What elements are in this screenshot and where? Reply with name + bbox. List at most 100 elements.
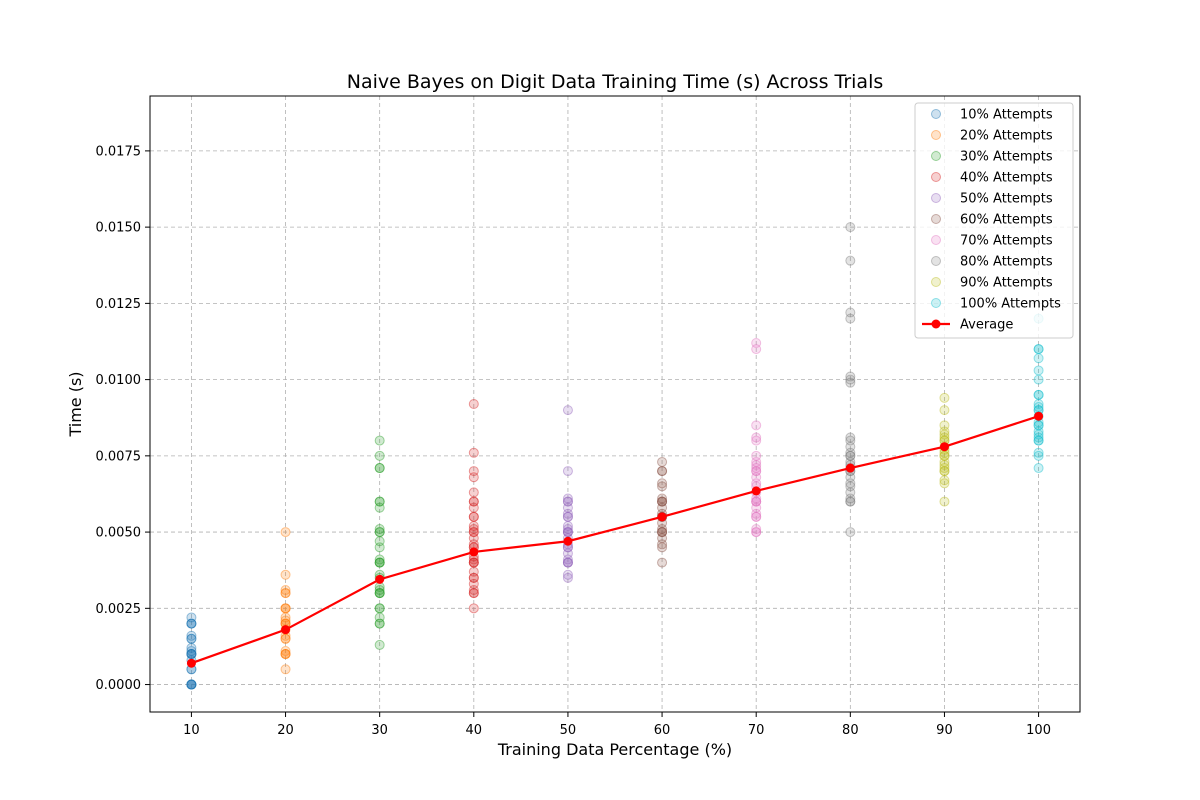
scatter-point [845, 487, 856, 498]
legend-marker [931, 319, 941, 329]
scatter-point [468, 588, 479, 599]
scatter-point [374, 618, 385, 629]
scatter-point [939, 426, 950, 437]
scatter-point [939, 475, 950, 486]
x-tick-label: 40 [466, 723, 483, 738]
scatter-point [374, 557, 385, 568]
scatter-point [468, 557, 479, 568]
scatter-point [562, 508, 573, 519]
legend: 10% Attempts 20% Attempts 30% Attempts 40% … [914, 102, 1074, 339]
scatter-point [657, 527, 668, 538]
scatter-point [845, 432, 856, 443]
scatter-point [939, 429, 950, 440]
scatter-point [186, 679, 197, 690]
legend-marker [931, 172, 941, 182]
scatter-point [374, 639, 385, 650]
scatter-point [1033, 435, 1044, 446]
scatter-point [751, 527, 762, 538]
scatter-point [468, 520, 479, 531]
scatter-point [1033, 399, 1044, 409]
scatter-point [468, 588, 479, 599]
scatter-point [1033, 374, 1044, 385]
average-point [281, 625, 291, 635]
scatter-point [939, 466, 950, 477]
legend-label: 50% Attempts [960, 192, 1053, 207]
x-tick-label: 30 [371, 723, 388, 738]
scatter-point [657, 527, 668, 538]
scatter-point [374, 585, 385, 596]
scatter-point [280, 649, 291, 660]
scatter-point [751, 435, 762, 446]
scatter-point [1033, 426, 1044, 437]
scatter-point [1033, 463, 1044, 474]
legend-marker [931, 193, 941, 203]
scatter-point [186, 679, 197, 690]
scatter-point [939, 450, 950, 461]
legend-label: 70% Attempts [960, 234, 1053, 249]
scatter-point [374, 603, 385, 614]
x-tick-label: 100 [1026, 723, 1051, 738]
scatter-point [845, 481, 856, 492]
legend-marker [931, 130, 941, 140]
scatter-point [845, 496, 856, 507]
scatter-point [468, 399, 479, 409]
plot-frame [149, 95, 1081, 713]
legend-label: 60% Attempts [960, 213, 1053, 228]
scatter-point [280, 633, 291, 644]
scatter-point [186, 618, 197, 629]
scatter-point [751, 508, 762, 519]
scatter-point [657, 496, 668, 507]
scatter-point [468, 472, 479, 483]
scatter-point [657, 456, 668, 467]
legend-label: 40% Attempts [960, 171, 1053, 186]
legend-label: 20% Attempts [960, 129, 1053, 144]
scatter-point [562, 527, 573, 538]
scatter-point [562, 569, 573, 580]
legend-marker [931, 214, 941, 224]
x-tick-label: 70 [748, 723, 765, 738]
x-tick-label: 80 [842, 723, 859, 738]
scatter-point [186, 618, 197, 629]
x-tick-label: 20 [277, 723, 294, 738]
scatter-point [468, 502, 479, 513]
scatter-point [1033, 389, 1044, 400]
scatter-point [374, 603, 385, 614]
scatter-point [468, 578, 479, 589]
scatter-point [657, 466, 668, 477]
scatter-point [1033, 432, 1044, 443]
legend-marker [931, 277, 941, 287]
scatter-point [468, 511, 479, 522]
scatter-point [374, 554, 385, 565]
scatter-point [374, 502, 385, 513]
scatter-point [468, 524, 479, 535]
legend-marker [931, 256, 941, 266]
scatter-point [845, 313, 856, 324]
scatter-point [751, 450, 762, 461]
scatter-point [468, 533, 479, 544]
scatter-point [939, 459, 950, 470]
scatter-point [374, 524, 385, 535]
x-tick-label: 60 [654, 723, 671, 738]
scatter-point [280, 664, 291, 675]
scatter-point [751, 511, 762, 522]
scatter-point [562, 572, 573, 583]
scatter-point [280, 612, 291, 623]
scatter-point [562, 496, 573, 507]
y-tick-label: 0.0150 [96, 221, 142, 236]
scatter-point [657, 524, 668, 535]
scatter-point [468, 511, 479, 522]
legend-marker [931, 109, 941, 119]
scatter-point [562, 557, 573, 568]
scatter-point [1033, 402, 1044, 413]
scatter-point [939, 450, 950, 461]
scatter-point [468, 527, 479, 538]
scatter-point [1033, 420, 1044, 431]
scatter-point [657, 481, 668, 492]
average-point [186, 658, 196, 668]
scatter-point [751, 496, 762, 507]
legend-box [914, 102, 1074, 339]
scatter-point [939, 466, 950, 477]
scatter-point [374, 588, 385, 599]
scatter-point [845, 450, 856, 461]
